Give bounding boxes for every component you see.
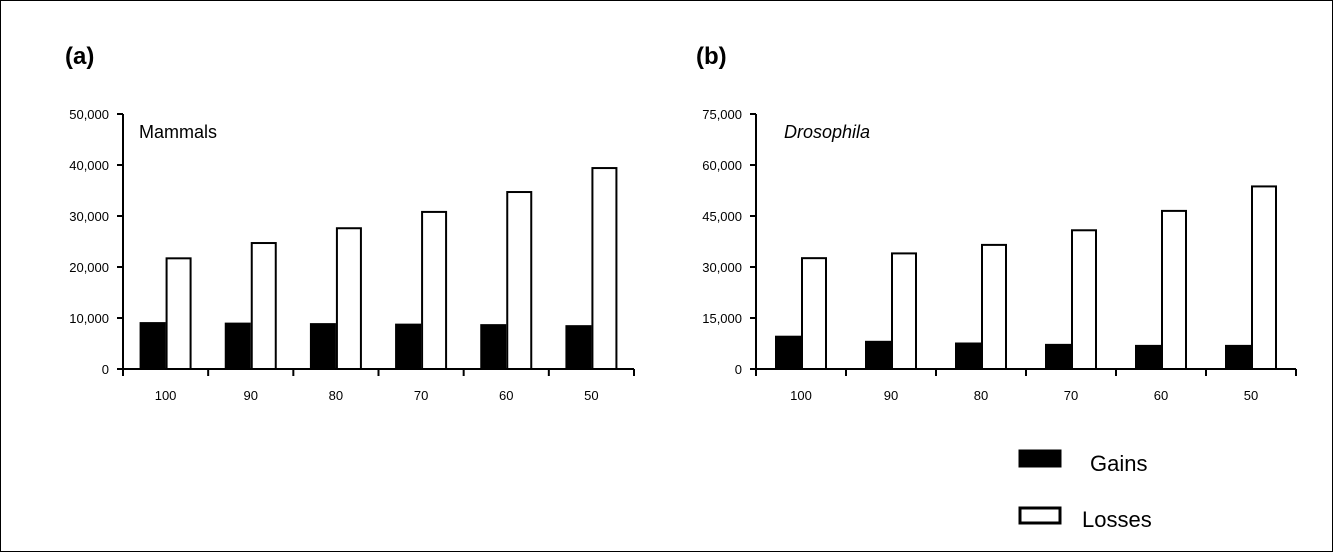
gains-bar	[955, 342, 981, 370]
x-tick-label: 100	[790, 388, 812, 403]
gains-bar	[565, 325, 592, 371]
gains-bar	[775, 335, 801, 371]
legend-label-gains: Gains	[1090, 451, 1147, 476]
x-tick-label: 70	[1064, 388, 1078, 403]
y-tick-label: 0	[735, 362, 742, 377]
losses-bar	[506, 191, 533, 370]
y-tick-label: 30,000	[69, 209, 109, 224]
gains-bar	[865, 340, 891, 370]
y-tick-label: 15,000	[702, 311, 742, 326]
x-tick-label: 80	[974, 388, 988, 403]
y-tick-label: 0	[102, 362, 109, 377]
x-tick-label: 90	[244, 388, 258, 403]
losses-bar	[801, 257, 827, 370]
gains-bar	[395, 323, 422, 371]
y-tick-label: 75,000	[702, 107, 742, 122]
gains-bar	[224, 322, 251, 370]
y-tick-label: 20,000	[69, 260, 109, 275]
x-tick-label: 60	[499, 388, 513, 403]
losses-bar	[335, 227, 362, 370]
losses-bar	[591, 167, 618, 370]
losses-bar	[165, 257, 192, 370]
gains-bar	[1225, 344, 1251, 371]
legend-swatch-losses	[1018, 506, 1062, 525]
gains-bar	[480, 324, 507, 371]
x-tick-label: 50	[584, 388, 598, 403]
y-tick-label: 10,000	[69, 311, 109, 326]
losses-bar	[891, 252, 917, 370]
losses-bar	[421, 210, 448, 370]
gains-bar	[309, 323, 336, 370]
y-tick-label: 50,000	[69, 107, 109, 122]
panel-label: (a)	[65, 43, 94, 70]
legend-label-losses: Losses	[1082, 507, 1152, 532]
x-tick-label: 70	[414, 388, 428, 403]
legend-swatch-gains	[1018, 449, 1062, 468]
losses-bar	[1161, 209, 1187, 370]
panel-title: Drosophila	[784, 122, 870, 142]
x-tick-label: 90	[884, 388, 898, 403]
x-tick-label: 60	[1154, 388, 1168, 403]
losses-bar	[1251, 185, 1277, 370]
losses-bar	[250, 242, 277, 370]
panel-label: (b)	[696, 43, 727, 70]
panel-title: Mammals	[139, 122, 217, 142]
y-tick-label: 30,000	[702, 260, 742, 275]
y-tick-label: 60,000	[702, 158, 742, 173]
gains-bar	[1135, 344, 1161, 371]
gains-bar	[1045, 343, 1071, 370]
x-tick-label: 50	[1244, 388, 1258, 403]
x-tick-label: 100	[155, 388, 177, 403]
x-tick-label: 80	[329, 388, 343, 403]
y-tick-label: 40,000	[69, 158, 109, 173]
gains-bar	[139, 322, 166, 371]
losses-bar	[1071, 229, 1097, 370]
losses-bar	[981, 243, 1007, 370]
y-tick-label: 45,000	[702, 209, 742, 224]
